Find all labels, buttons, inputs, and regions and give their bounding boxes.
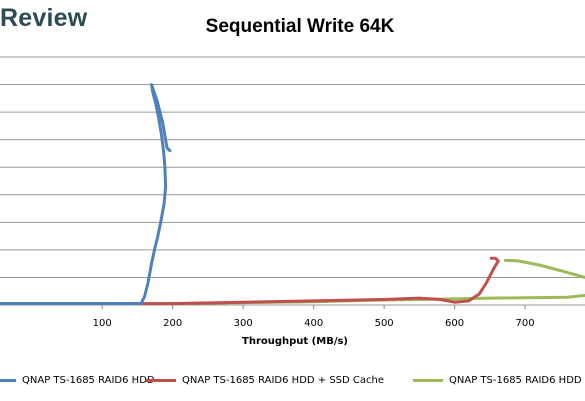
legend-swatch-1 bbox=[0, 378, 16, 382]
x-tick-label: 300 bbox=[234, 318, 253, 329]
x-tick-label: 600 bbox=[445, 318, 464, 329]
x-axis-title: Throughput (MB/s) bbox=[242, 336, 348, 347]
x-tick-label: 200 bbox=[163, 318, 182, 329]
series-line-1 bbox=[0, 83, 172, 306]
legend-item-1: QNAP TS-1685 RAID6 HDD bbox=[0, 372, 155, 388]
x-tick-label: 700 bbox=[516, 318, 535, 329]
legend-swatch-2 bbox=[146, 378, 176, 382]
legend-label-2: QNAP TS-1685 RAID6 HDD + SSD Cache bbox=[182, 374, 384, 386]
series-line-2 bbox=[0, 256, 500, 306]
x-tick-label: 100 bbox=[93, 318, 112, 329]
legend-item-2: QNAP TS-1685 RAID6 HDD + SSD Cache bbox=[146, 372, 384, 388]
series-line-3-upper bbox=[503, 258, 585, 279]
legend-label-1: QNAP TS-1685 RAID6 HDD bbox=[22, 374, 155, 386]
legend-label-3: QNAP TS-1685 RAID6 HDD bbox=[449, 374, 582, 386]
series-layer bbox=[0, 83, 585, 306]
tick-layer: 100 200 300 400 500 600 700 bbox=[93, 305, 535, 329]
grid-layer bbox=[0, 56, 585, 306]
logo-text: Review bbox=[0, 4, 88, 32]
x-tick-label: 400 bbox=[304, 318, 323, 329]
x-tick-label: 500 bbox=[375, 318, 394, 329]
legend-swatch-3 bbox=[413, 378, 443, 382]
chart-title: Sequential Write 64K bbox=[205, 16, 395, 37]
legend-item-3: QNAP TS-1685 RAID6 HDD bbox=[413, 372, 582, 388]
